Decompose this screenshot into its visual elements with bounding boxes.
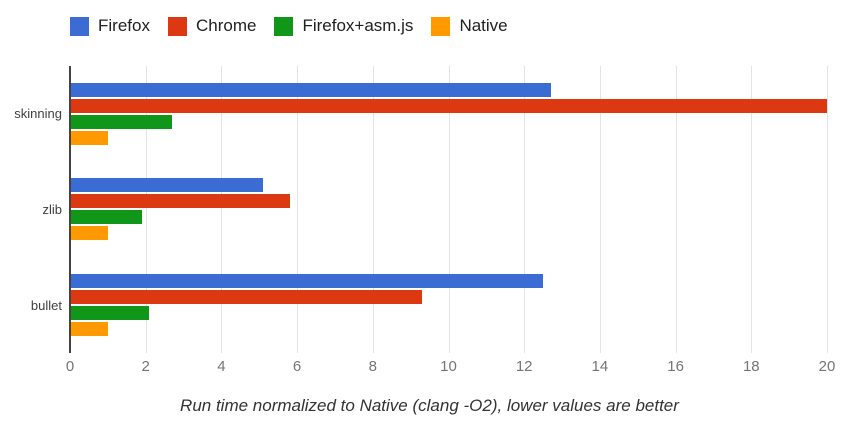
- gridline-20: [827, 66, 828, 353]
- chart-legend: Firefox Chrome Firefox+asm.js Native: [70, 14, 508, 38]
- legend-label-firefox: Firefox: [98, 16, 150, 35]
- gridline-2: [145, 66, 147, 353]
- legend-item-firefox: Firefox: [70, 15, 150, 37]
- x-tick-label-16: 16: [667, 358, 684, 375]
- bar-bullet-native: [70, 322, 108, 337]
- bar-skinning-chrome: [70, 98, 827, 113]
- bar-skinning-firefox-asm-js: [70, 114, 173, 129]
- legend-swatch-firefox: [70, 16, 89, 36]
- legend-label-native: Native: [459, 16, 508, 35]
- bar-bullet-firefox-asm-js: [70, 306, 150, 321]
- x-tick-label-4: 4: [217, 358, 226, 375]
- gridline-14: [599, 66, 601, 353]
- x-tick-label-2: 2: [141, 358, 150, 375]
- gridline-6: [297, 66, 299, 353]
- legend-swatch-firefox-asm-js: [274, 16, 294, 36]
- bar-skinning-firefox: [70, 82, 551, 97]
- bar-zlib-firefox: [70, 178, 264, 193]
- legend-label-chrome: Chrome: [195, 16, 257, 35]
- gridline-10: [448, 66, 450, 353]
- x-tick-label-12: 12: [515, 358, 533, 375]
- x-tick-label-20: 20: [818, 358, 836, 375]
- legend-item-native: Native: [431, 15, 508, 37]
- category-label-zlib: zlib: [42, 201, 62, 217]
- bar-zlib-firefox-asm-js: [70, 210, 142, 225]
- legend-item-chrome: Chrome: [167, 15, 257, 37]
- gridline-8: [372, 66, 374, 353]
- bar-group-zlib: [70, 162, 827, 258]
- legend-item-firefox-asm-js: Firefox+asm.js: [274, 15, 413, 37]
- gridline-18: [751, 66, 753, 353]
- x-axis: 0 2 4 6 8 10 12 14 16 18 20: [66, 358, 836, 378]
- x-tick-label-8: 8: [368, 358, 377, 375]
- category-label-skinning: skinning: [14, 106, 62, 122]
- bar-group-skinning: [70, 66, 827, 162]
- chart-caption: Run time normalized to Native (clang -O2…: [180, 396, 679, 415]
- bar-bullet-chrome: [70, 290, 422, 305]
- gridline-16: [675, 66, 677, 353]
- bar-zlib-native: [70, 226, 108, 241]
- x-tick-label-6: 6: [292, 358, 302, 375]
- legend-swatch-native: [431, 16, 451, 36]
- bar-skinning-native: [70, 130, 108, 145]
- plot-area: [69, 66, 828, 353]
- bar-bullet-firefox: [70, 274, 544, 289]
- legend-swatch-chrome: [167, 16, 187, 36]
- x-tick-label-0: 0: [65, 358, 75, 375]
- gridline-12: [524, 66, 526, 353]
- y-axis-line: [69, 66, 71, 353]
- bar-zlib-chrome: [70, 194, 290, 209]
- x-tick-label-18: 18: [742, 358, 760, 375]
- bar-group-bullet: [70, 257, 827, 353]
- category-label-bullet: bullet: [30, 297, 62, 313]
- legend-label-firefox-asm-js: Firefox+asm.js: [302, 16, 414, 35]
- category-labels: skinning zlib bullet: [0, 66, 62, 353]
- gridline-4: [221, 66, 223, 353]
- x-tick-label-14: 14: [591, 358, 609, 375]
- x-tick-label-10: 10: [440, 358, 457, 375]
